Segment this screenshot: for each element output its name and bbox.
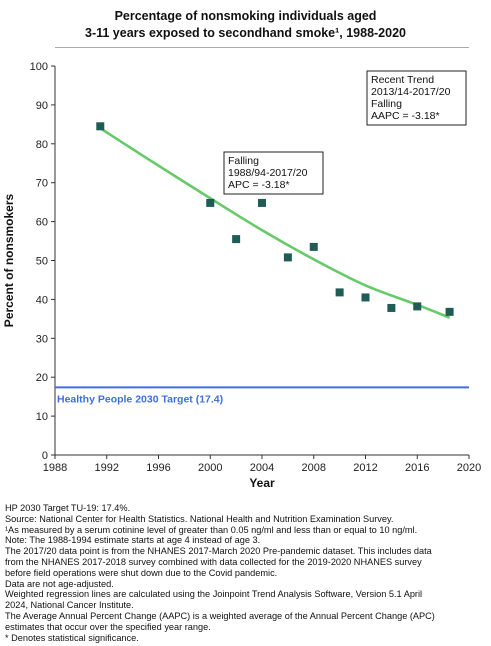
annotation-text: 1988/94-2017/20 xyxy=(228,167,308,179)
annotation-box xyxy=(223,151,324,195)
footnote-line: Weighted regression lines are calculated… xyxy=(5,589,423,600)
footnote-line: ¹As measured by a serum cotinine level o… xyxy=(5,524,418,535)
x-tick-label: 1996 xyxy=(146,462,170,474)
footnote-line: The Average Annual Percent Change (AAPC)… xyxy=(5,610,435,621)
data-point xyxy=(445,307,454,316)
footnotes: HP 2030 Target TU-19: 17.4%. Source: Nati… xyxy=(5,503,487,643)
data-point xyxy=(283,253,292,262)
footnote-line: Note: The 1988-1994 estimate starts at a… xyxy=(5,535,261,546)
x-tick-label: 2000 xyxy=(198,462,222,474)
annotation-text: Recent Trend xyxy=(371,74,434,86)
data-point xyxy=(361,293,370,302)
annotation-text: 2013/14-2017/20 xyxy=(371,86,451,98)
annotation-text: APC = -3.18* xyxy=(228,179,290,191)
footnote-line: 2024, National Cancer Institute. xyxy=(5,600,134,611)
footnote-line: Data are not age-adjusted. xyxy=(5,578,114,589)
footnote-line: HP 2030 Target TU-19: 17.4%. xyxy=(5,503,131,513)
data-point xyxy=(258,198,266,207)
x-axis-label: Year xyxy=(249,476,275,490)
x-tick-label: 2008 xyxy=(302,462,326,474)
data-point xyxy=(335,288,344,297)
y-tick-label: 80 xyxy=(36,139,48,151)
y-tick-label: 20 xyxy=(36,372,48,384)
y-tick-label: 100 xyxy=(30,61,48,73)
footnote-line: from the NHANES 2017-2018 survey combine… xyxy=(5,556,422,567)
data-point xyxy=(309,242,318,251)
data-point xyxy=(206,198,215,207)
chart-title-line-2: 3-11 years exposed to secondhand smoke¹,… xyxy=(85,26,406,40)
y-tick-label: 10 xyxy=(36,411,48,423)
title-divider xyxy=(55,47,469,48)
annotation-box xyxy=(366,70,467,126)
x-tick-label: 2004 xyxy=(250,462,274,474)
target-label: Healthy People 2030 Target (17.4) xyxy=(57,393,223,405)
chart-title-line-1: Percentage of nonsmoking individuals age… xyxy=(114,9,377,23)
x-tick-label: 1992 xyxy=(95,462,119,474)
footnote-line: The 2017/20 data point is from the NHANE… xyxy=(5,546,432,557)
y-tick-label: 70 xyxy=(36,178,48,190)
data-point xyxy=(413,302,422,311)
footnote-line: before field operations were shut down d… xyxy=(5,567,278,578)
y-tick-label: 90 xyxy=(36,100,48,112)
y-tick-label: 0 xyxy=(42,450,48,462)
y-axis-label: Percent of nonsmokers xyxy=(2,193,16,327)
y-tick-label: 60 xyxy=(36,217,48,229)
chart-title: Percentage of nonsmoking individuals age… xyxy=(0,8,491,42)
annotation-text: Falling xyxy=(371,98,402,110)
trend-line xyxy=(99,127,451,319)
x-tick-label: 2020 xyxy=(457,462,481,474)
footnote-line: estimates that occur over the specified … xyxy=(5,621,211,632)
x-tick-label: 1988 xyxy=(43,462,67,474)
x-tick-label: 2012 xyxy=(353,462,377,474)
footnote-line: * Denotes statistical significance. xyxy=(5,632,139,643)
chart-svg: 0 10 20 30 40 50 60 70 80 90 100 1988 1992 1996 2000 20… xyxy=(2,61,481,490)
y-tick-label: 40 xyxy=(36,294,48,306)
footnote-line: Source: National Center for Health Stati… xyxy=(5,513,394,524)
annotation-text: Falling xyxy=(228,155,259,167)
data-point xyxy=(96,122,105,131)
y-tick-label: 50 xyxy=(36,256,48,268)
annotation-text: AAPC = -3.18* xyxy=(371,110,440,122)
data-point xyxy=(387,303,396,312)
y-tick-label: 30 xyxy=(36,333,48,345)
data-point xyxy=(232,235,241,244)
x-tick-label: 2016 xyxy=(405,462,429,474)
